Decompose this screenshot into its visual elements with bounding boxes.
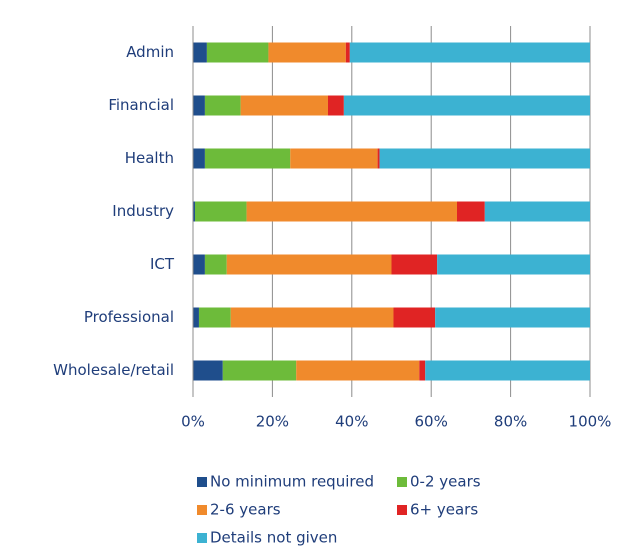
bar-segment (290, 148, 378, 169)
bar-segment (230, 307, 394, 328)
bar-segment (345, 42, 350, 63)
bar-segment (204, 148, 291, 169)
bar-segment (343, 95, 590, 116)
y-tick-label: Financial (108, 96, 174, 114)
bar-segment (377, 148, 380, 169)
bar-segment (268, 42, 346, 63)
bar-segment (246, 201, 458, 222)
y-tick-label: ICT (150, 255, 175, 273)
bar-segment (296, 360, 420, 381)
legend-swatch (397, 477, 407, 487)
x-tick-label: 100% (569, 413, 612, 431)
y-tick-label: Wholesale/retail (53, 361, 174, 379)
legend-swatch (197, 505, 207, 515)
bar-segment (379, 148, 590, 169)
bar-segment (193, 360, 223, 381)
y-tick-label: Admin (126, 43, 174, 61)
bar-segment (393, 307, 436, 328)
bar-segment (193, 307, 199, 328)
bar-segment (206, 42, 269, 63)
legend-label: 0-2 years (410, 473, 481, 491)
y-tick-label: Professional (84, 308, 174, 326)
bar-segment (204, 254, 227, 275)
bar-segment (457, 201, 485, 222)
bar-segment (198, 307, 231, 328)
bar-segment (425, 360, 590, 381)
y-tick-label: Health (125, 149, 174, 167)
bar-segment (327, 95, 344, 116)
bar-segment (484, 201, 590, 222)
bar-segment (391, 254, 438, 275)
bar-segment (193, 95, 205, 116)
bar-segment (204, 95, 241, 116)
x-tick-label: 80% (494, 413, 527, 431)
bar-segment (437, 254, 590, 275)
bar-segment (222, 360, 297, 381)
bar-segment (240, 95, 328, 116)
bar-segment (435, 307, 590, 328)
bar-segment (226, 254, 392, 275)
bar-segment (193, 42, 207, 63)
bar-segment (193, 148, 205, 169)
bar-segment (194, 201, 247, 222)
legend-label: 6+ years (410, 501, 478, 519)
bar-segment (419, 360, 426, 381)
x-tick-label: 0% (181, 413, 205, 431)
bar-segment (193, 201, 195, 222)
legend-label: No minimum required (210, 473, 374, 491)
x-tick-label: 40% (335, 413, 368, 431)
legend-swatch (197, 477, 207, 487)
legend-swatch (397, 505, 407, 515)
x-tick-label: 60% (415, 413, 448, 431)
y-tick-label: Industry (112, 202, 174, 220)
bar-segment (349, 42, 590, 63)
legend-swatch (197, 533, 207, 543)
x-tick-label: 20% (256, 413, 289, 431)
legend-label: Details not given (210, 529, 337, 547)
bar-segment (193, 254, 205, 275)
legend-label: 2-6 years (210, 501, 281, 519)
